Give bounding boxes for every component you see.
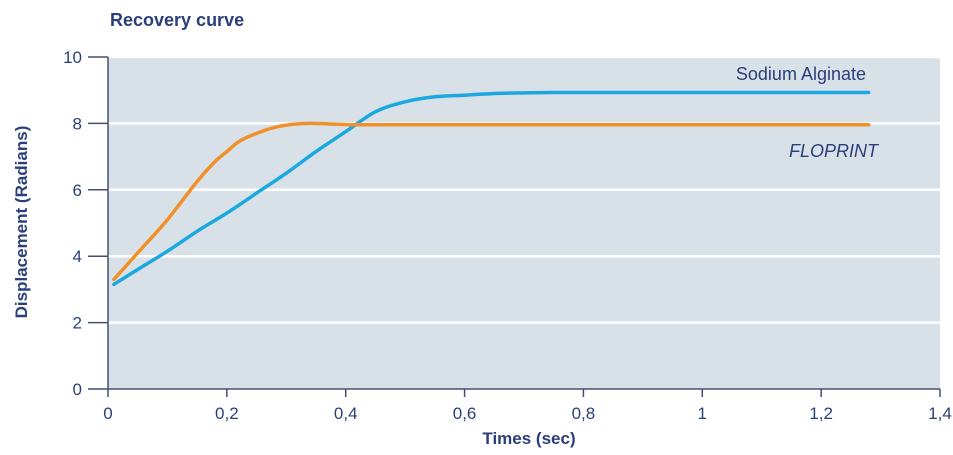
x-tick-label: 0,4 — [334, 404, 358, 423]
y-tick-label: 10 — [63, 48, 82, 67]
x-tick-label: 0,8 — [572, 404, 596, 423]
series-line-0 — [112, 90, 871, 287]
series-labels: Sodium Alginate FLOPRINT — [736, 64, 880, 161]
x-tick-label: 0,2 — [215, 404, 239, 423]
plot-background — [108, 57, 940, 389]
x-tick-label: 0,6 — [453, 404, 477, 423]
series-line-1 — [112, 121, 871, 282]
y-axis-title: Displacement (Radians) — [12, 126, 31, 319]
y-tick-label: 8 — [73, 114, 82, 133]
axes: 0 2 4 6 8 10 0 0,2 0,4 0,6 0,8 1 1,2 1,4 — [63, 48, 952, 423]
y-tick-label: 2 — [73, 314, 82, 333]
series-label-1: FLOPRINT — [789, 141, 880, 161]
x-tick-label: 1 — [698, 404, 707, 423]
series-lines — [112, 90, 871, 287]
x-tick-label: 1,4 — [928, 404, 952, 423]
x-tick-label: 0 — [103, 404, 112, 423]
y-tick-label: 0 — [73, 380, 82, 399]
y-tick-label: 6 — [73, 181, 82, 200]
y-tick-label: 4 — [73, 247, 82, 266]
x-tick-label: 1,2 — [809, 404, 833, 423]
chart-title: Recovery curve — [110, 10, 244, 30]
x-axis-title: Times (sec) — [482, 429, 575, 448]
plot-area — [108, 57, 940, 389]
series-label-0: Sodium Alginate — [736, 64, 866, 84]
